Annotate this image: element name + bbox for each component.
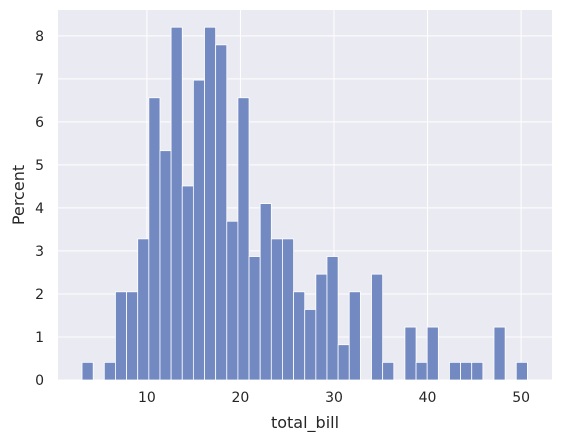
bars	[81, 26, 528, 381]
histogram-bar	[170, 26, 183, 381]
histogram-bar	[137, 238, 150, 381]
histogram-bar	[282, 238, 294, 381]
histogram-bar	[270, 238, 283, 381]
histogram-bar	[293, 291, 306, 381]
histogram-bar	[326, 256, 339, 381]
histogram-bar	[449, 361, 461, 381]
histogram-bar	[515, 361, 528, 381]
y-tick-label: 2	[35, 287, 44, 303]
histogram-bar	[471, 361, 484, 381]
y-tick-label: 5	[35, 158, 44, 174]
histogram-bar	[215, 44, 228, 381]
histogram-bar	[415, 361, 428, 381]
y-tick-label: 0	[35, 373, 44, 389]
histogram-bar	[126, 291, 139, 381]
histogram-bar	[426, 326, 439, 381]
y-axis-label: Percent	[9, 165, 28, 225]
histogram-bar	[315, 273, 328, 381]
y-tick-label: 6	[35, 115, 44, 131]
x-tick-label: 30	[325, 390, 343, 406]
histogram-bar	[159, 150, 172, 381]
histogram-bar	[248, 256, 261, 381]
x-tick-labels: 10 20 30 40 50	[138, 390, 530, 406]
histogram-bar	[348, 291, 361, 381]
histogram-bar	[226, 220, 239, 381]
histogram-bar	[460, 361, 473, 381]
histogram-bar	[148, 97, 161, 381]
histogram-bar	[115, 291, 127, 381]
histogram-bar	[304, 309, 317, 381]
histogram-bar	[493, 326, 506, 381]
y-tick-labels: 0 1 2 3 4 5 6 7 8	[35, 29, 44, 389]
histogram-bar	[81, 361, 94, 381]
y-tick-label: 3	[35, 244, 44, 260]
histogram-bar	[404, 326, 417, 381]
histogram-bar	[259, 203, 272, 381]
histogram-bar	[337, 344, 350, 381]
histogram-bar	[371, 273, 384, 381]
y-tick-label: 8	[35, 29, 44, 45]
x-tick-label: 40	[419, 390, 437, 406]
histogram-bar	[204, 26, 217, 381]
y-tick-label: 1	[35, 330, 44, 346]
x-tick-label: 20	[232, 390, 250, 406]
histogram-bar	[103, 361, 116, 381]
histogram-bar	[181, 185, 194, 381]
y-tick-label: 7	[35, 72, 44, 88]
x-tick-label: 50	[512, 390, 530, 406]
histogram-bar	[192, 79, 205, 381]
x-tick-label: 10	[138, 390, 156, 406]
y-tick-label: 4	[35, 201, 44, 217]
x-axis-label: total_bill	[271, 413, 339, 433]
histogram-bar	[237, 97, 250, 381]
histogram-bar	[382, 361, 395, 381]
